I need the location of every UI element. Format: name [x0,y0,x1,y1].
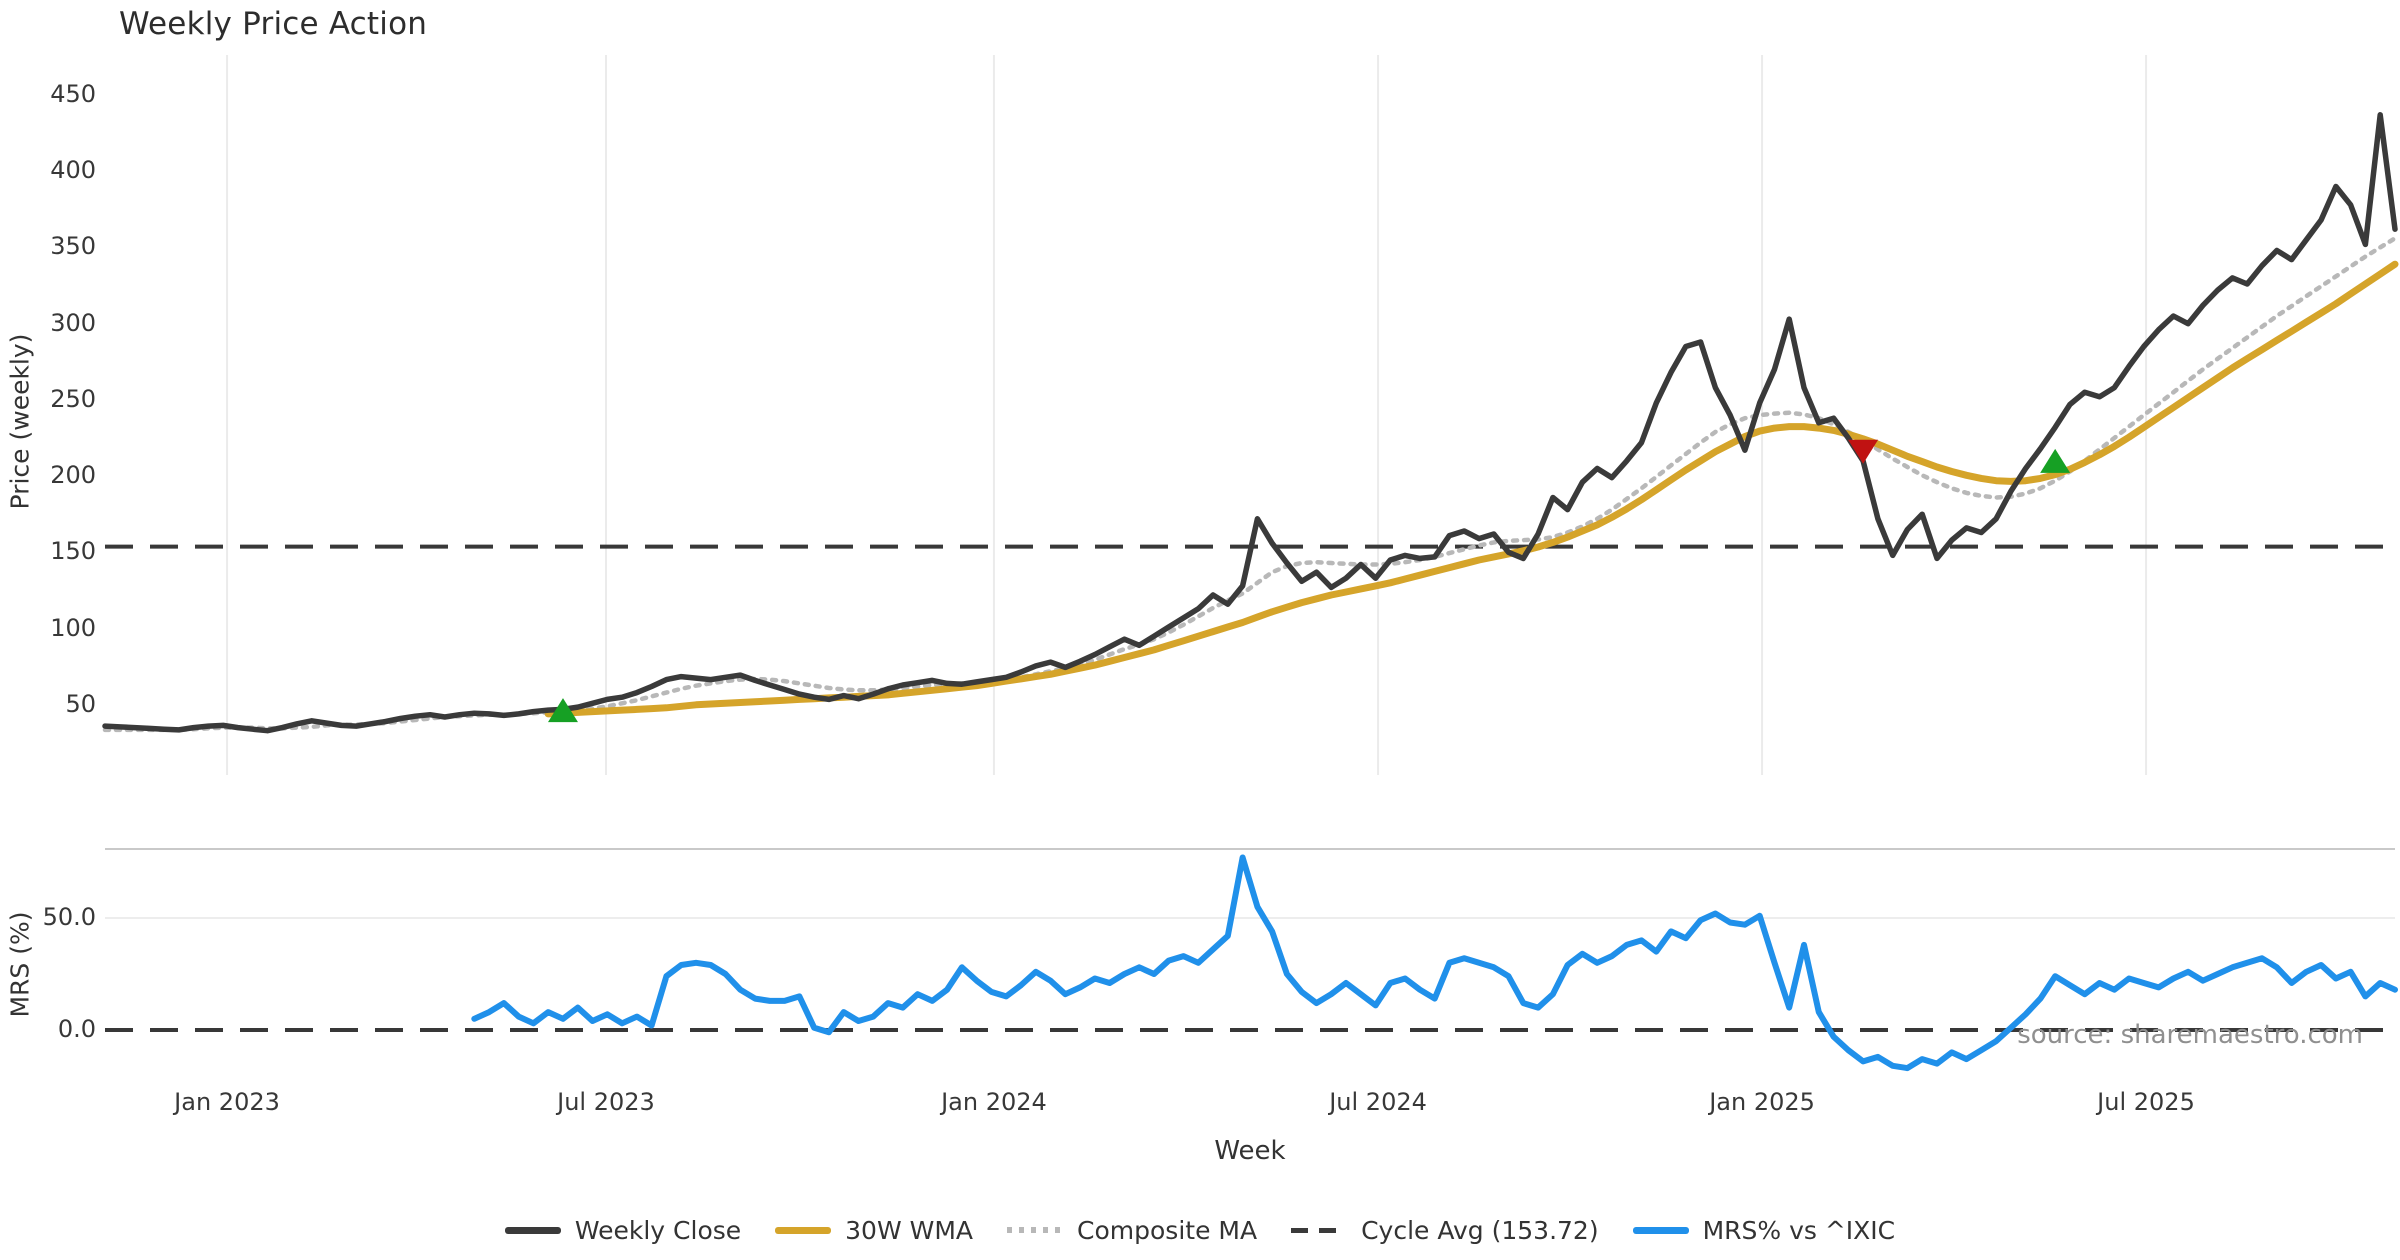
legend-swatch-dotted [1007,1227,1064,1233]
price-y-tick: 450 [50,80,96,108]
price-y-tick: 400 [50,156,96,185]
buy-signal-marker [547,698,578,723]
legend-label: 30W WMA [845,1215,974,1245]
legend-label: Composite MA [1077,1215,1258,1245]
buy-signal-marker [2040,448,2071,473]
series-mrs-vs-ixic [471,854,2398,1072]
chart-title: Weekly Price Action [119,6,428,42]
legend-swatch-solid [1632,1226,1689,1234]
x-tick: Jan 2023 [174,1088,280,1116]
legend-swatch-solid [775,1226,832,1234]
legend-swatch-dashed [1291,1227,1348,1233]
price-y-tick: 250 [50,384,96,413]
mrs-y-axis-label: MRS (%) [5,911,35,1018]
x-tick: Jan 2024 [941,1088,1047,1116]
mrs-y-tick: 50.0 [42,903,96,931]
mrs-y-tick: 0.0 [57,1015,96,1043]
price-y-tick: 350 [50,232,96,261]
series-weekly-close [102,112,2398,734]
chart-legend: Weekly Close 30W WMA Composite MA Cycle Avg… [0,1205,2400,1255]
x-axis-label: Week [1214,1136,1286,1166]
legend-item: Weekly Close [504,1215,742,1245]
legend-item: Cycle Avg (153.72) [1291,1216,1599,1245]
series-30w-wma [544,260,2399,718]
x-tick: Jan 2025 [1709,1088,1815,1116]
price-y-tick: 50 [65,689,96,718]
legend-item: MRS% vs ^IXIC [1632,1215,1896,1245]
price-gridlines [226,55,2148,775]
x-tick: Jul 2023 [557,1088,655,1116]
legend-label: Weekly Close [574,1215,742,1245]
series-composite-ma [102,236,2398,733]
price-y-tick: 300 [50,308,96,337]
x-tick: Jul 2024 [1329,1088,1427,1116]
x-tick: Jul 2025 [2097,1088,2195,1116]
legend-item: Composite MA [1007,1216,1257,1245]
sell-signal-marker [1848,439,1879,464]
legend-swatch-solid [504,1226,561,1234]
legend-item: 30W WMA [775,1216,973,1245]
legend-label: MRS% vs ^IXIC [1702,1215,1896,1245]
source-watermark: source: sharemaestro.com [2017,1020,2363,1050]
signal-markers [547,439,2071,723]
price-y-tick: 200 [50,461,96,490]
price-y-tick: 100 [50,613,96,642]
mrs-gridlines [105,848,2395,919]
price-y-tick: 150 [50,537,96,566]
legend-label: Cycle Avg (153.72) [1361,1215,1599,1245]
